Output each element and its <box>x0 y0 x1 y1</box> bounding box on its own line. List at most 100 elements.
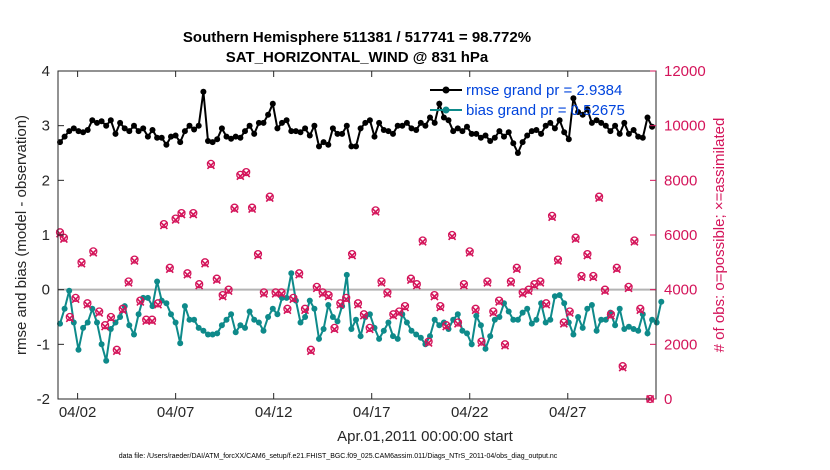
rmse-point <box>103 122 110 129</box>
bias-point <box>514 316 521 323</box>
rmse-point <box>390 130 396 137</box>
obs-assimilated-point <box>606 311 615 320</box>
bias-point <box>390 333 396 340</box>
bias-point <box>593 327 600 334</box>
bias-point <box>510 316 517 323</box>
obs-assimilated-point <box>359 311 368 320</box>
legend-rmse-label: rmse grand pr = 2.9384 <box>466 82 622 99</box>
legend-bias-marker <box>442 106 450 114</box>
bias-point <box>385 319 392 326</box>
bias-point <box>246 308 253 315</box>
rmse-point <box>561 129 568 136</box>
rmse-point <box>422 122 429 129</box>
rmse-point <box>371 133 378 140</box>
obs-possible-point <box>430 290 439 300</box>
rmse-point <box>191 126 198 133</box>
obs-possible-point <box>295 269 304 278</box>
obs-assimilated-point <box>253 251 263 260</box>
chart-title: Southern Hemisphere 511381 / 517741 = 98… <box>183 29 531 46</box>
rmse-point <box>283 117 290 124</box>
bias-point <box>103 357 110 364</box>
bias-point <box>366 311 373 318</box>
rmse-point <box>89 117 96 124</box>
obs-possible-point <box>489 307 498 316</box>
bias-point <box>422 341 429 348</box>
obs-assimilated-point <box>400 303 410 312</box>
rmse-point <box>593 117 600 124</box>
rmse-point <box>209 139 216 146</box>
bias-point <box>274 311 281 318</box>
bias-point <box>75 346 82 353</box>
obs-possible-point <box>55 228 65 237</box>
obs-possible-point <box>353 299 363 308</box>
bias-point <box>343 271 350 278</box>
obs-possible-point <box>424 337 433 346</box>
rmse-point <box>519 139 526 146</box>
rmse-point <box>468 130 475 137</box>
obs-possible-point <box>371 206 380 215</box>
y-tick-label-right: 0 <box>664 391 672 408</box>
bias-point <box>658 298 665 305</box>
rmse-point <box>570 95 577 102</box>
obs-assimilated-point <box>59 235 68 244</box>
obs-assimilated-point <box>530 281 539 290</box>
plot-area: 04/02 04/07 04/12 04/17 04/22 04/27-2-1012340… <box>37 63 706 421</box>
obs-assimilated-point <box>442 322 451 331</box>
rmse-point <box>639 134 646 141</box>
obs-assimilated-point <box>536 278 545 287</box>
obs-possible-point <box>83 299 92 308</box>
obs-possible-point <box>377 277 386 286</box>
y-axis-label-right: # of obs: o=possible; ×=assimilated <box>711 118 728 353</box>
rmse-point <box>542 122 549 129</box>
obs-possible-point <box>130 255 139 264</box>
obs-assimilated-point <box>577 273 586 282</box>
obs-assimilated-point <box>495 297 504 307</box>
bias-point <box>168 311 174 318</box>
obs-possible-point <box>100 321 110 330</box>
obs-possible-point <box>259 288 269 297</box>
rmse-point <box>320 139 327 146</box>
rmse-point <box>98 118 105 125</box>
obs-possible-point <box>506 277 516 286</box>
obs-possible-point <box>342 293 351 303</box>
rmse-point <box>334 130 341 137</box>
obs-possible-point <box>124 277 133 286</box>
obs-possible-point <box>289 293 298 303</box>
rmse-point <box>107 117 114 124</box>
rmse-point <box>66 128 73 135</box>
bias-point <box>265 314 272 320</box>
y-tick-label: -2 <box>37 391 50 408</box>
bias-point <box>200 327 207 334</box>
obs-assimilated-point <box>183 270 192 279</box>
obs-assimilated-point <box>436 303 445 312</box>
rmse-point <box>385 128 392 135</box>
obs-possible-point <box>171 214 180 223</box>
obs-assimilated-point <box>618 363 627 372</box>
bias-point <box>186 316 193 323</box>
bias-point <box>376 335 383 342</box>
bias-point <box>491 316 498 323</box>
bias-point <box>496 314 503 320</box>
obs-assimilated-point <box>306 347 315 356</box>
bias-point <box>288 270 295 277</box>
obs-assimilated-point <box>389 311 398 320</box>
bias-point <box>334 318 341 325</box>
obs-assimilated-point <box>612 265 621 274</box>
rmse-point <box>297 129 304 136</box>
bias-point <box>325 302 332 308</box>
series-layer <box>55 88 665 404</box>
x-tick-label: 04/22 <box>451 404 489 421</box>
y-tick-label-right: 2000 <box>664 336 697 353</box>
rmse-point <box>431 119 438 126</box>
obs-assimilated-point <box>565 308 574 317</box>
bias-point <box>320 326 327 332</box>
obs-assimilated-point <box>277 289 286 298</box>
obs-assimilated-point <box>265 194 274 203</box>
obs-possible-point <box>447 230 457 240</box>
obs-assimilated-point <box>224 286 233 296</box>
y-tick-label-right: 6000 <box>664 227 697 244</box>
rmse-point <box>616 130 623 137</box>
bias-point <box>653 319 660 326</box>
rmse-point <box>302 125 309 132</box>
bias-point <box>66 287 73 294</box>
